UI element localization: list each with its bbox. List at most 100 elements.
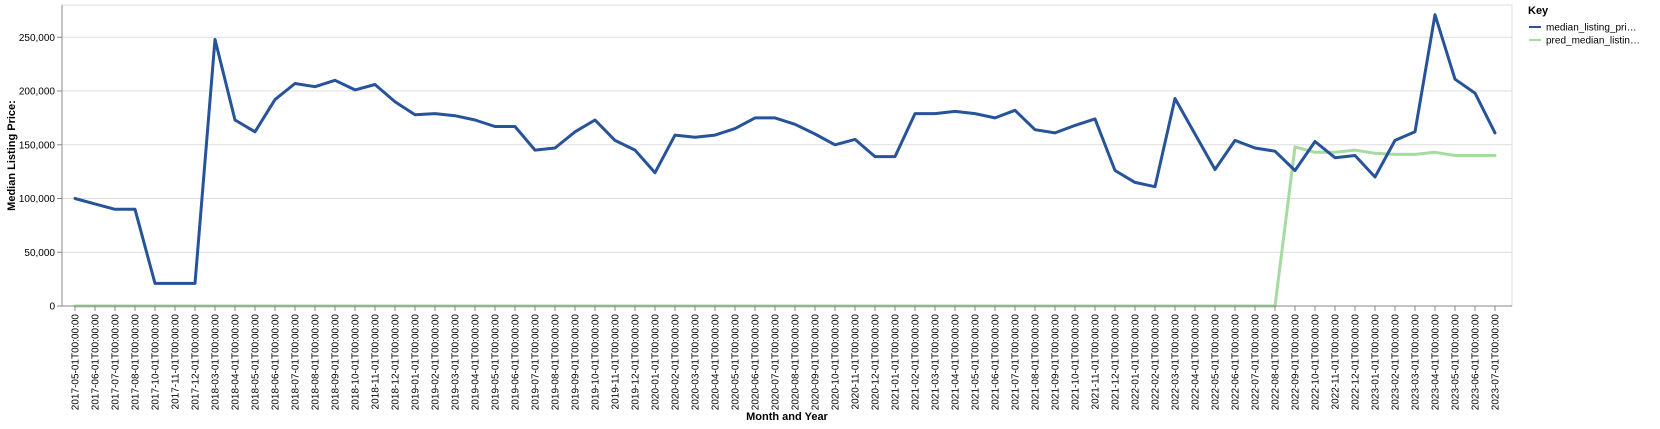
- x-tick-label: 2022-01-01T00:00:00: [1131, 314, 1142, 411]
- data-point: [454, 114, 457, 117]
- x-tick-label: 2017-06-01T00:00:00: [91, 314, 102, 411]
- data-point: [854, 138, 857, 141]
- x-tick-label: 2018-09-01T00:00:00: [331, 314, 342, 411]
- data-point: [1394, 139, 1397, 142]
- data-point: [254, 130, 257, 133]
- data-point: [1314, 151, 1317, 154]
- data-point: [474, 119, 477, 122]
- data-point: [1054, 131, 1057, 134]
- data-point: [134, 208, 137, 211]
- data-point: [1474, 154, 1477, 157]
- data-point: [1254, 146, 1257, 149]
- x-tick-label: 2020-01-01T00:00:00: [651, 314, 662, 411]
- data-point: [614, 139, 617, 142]
- data-point: [314, 85, 317, 88]
- x-tick-label: 2019-07-01T00:00:00: [531, 314, 542, 411]
- x-tick-label: 2022-04-01T00:00:00: [1191, 314, 1202, 411]
- y-tick-label: 0: [49, 302, 55, 313]
- data-point: [234, 119, 237, 122]
- x-axis-title: Month and Year: [746, 411, 828, 423]
- data-point: [334, 79, 337, 82]
- x-tick-label: 2020-02-01T00:00:00: [671, 314, 682, 411]
- x-tick-label: 2018-03-01T00:00:00: [211, 314, 222, 411]
- y-tick-label: 150,000: [19, 140, 56, 151]
- data-point: [514, 125, 517, 128]
- y-axis-ticks: 0 50,000 100,000 150,000 200,000 250,000: [19, 33, 62, 313]
- y-tick-label: 200,000: [19, 87, 56, 98]
- data-point: [74, 197, 77, 200]
- data-point: [1214, 168, 1217, 171]
- x-tick-label: 2019-02-01T00:00:00: [431, 314, 442, 411]
- x-tick-label: 2017-10-01T00:00:00: [151, 314, 162, 411]
- x-tick-label: 2020-08-01T00:00:00: [791, 314, 802, 411]
- y-axis-title: Median Listing Price:: [6, 100, 18, 211]
- x-tick-label: 2018-04-01T00:00:00: [231, 314, 242, 411]
- data-point: [654, 171, 657, 174]
- x-tick-label: 2018-12-01T00:00:00: [391, 314, 402, 411]
- x-tick-label: 2023-03-01T00:00:00: [1411, 314, 1422, 411]
- x-tick-label: 2020-05-01T00:00:00: [731, 314, 742, 411]
- data-point: [814, 133, 817, 136]
- x-tick-label: 2022-03-01T00:00:00: [1171, 314, 1182, 411]
- data-point: [1334, 151, 1337, 154]
- legend-label: median_listing_pri…: [1546, 23, 1637, 34]
- x-tick-label: 2018-10-01T00:00:00: [351, 314, 362, 411]
- x-tick-label: 2020-03-01T00:00:00: [691, 314, 702, 411]
- x-tick-label: 2021-05-01T00:00:00: [971, 314, 982, 411]
- x-tick-label: 2021-03-01T00:00:00: [931, 314, 942, 411]
- data-point: [1434, 151, 1437, 154]
- x-tick-label: 2023-01-01T00:00:00: [1371, 314, 1382, 411]
- x-tick-label: 2021-12-01T00:00:00: [1111, 314, 1122, 411]
- data-point: [994, 116, 997, 119]
- data-point: [694, 136, 697, 139]
- axes: [61, 5, 1512, 307]
- data-point: [1454, 78, 1457, 81]
- x-tick-label: 2019-08-01T00:00:00: [551, 314, 562, 411]
- x-tick-label: 2019-04-01T00:00:00: [471, 314, 482, 411]
- y-tick-label: 100,000: [19, 194, 56, 205]
- data-point: [1454, 154, 1457, 157]
- x-tick-label: 2021-07-01T00:00:00: [1011, 314, 1022, 411]
- data-point: [1414, 130, 1417, 133]
- x-tick-label: 2021-02-01T00:00:00: [911, 314, 922, 411]
- data-point: [874, 155, 877, 158]
- x-tick-label: 2019-12-01T00:00:00: [631, 314, 642, 411]
- data-point: [1334, 156, 1337, 159]
- x-tick-label: 2019-03-01T00:00:00: [451, 314, 462, 411]
- data-point: [754, 116, 757, 119]
- x-tick-label: 2022-02-01T00:00:00: [1151, 314, 1162, 411]
- data-point: [554, 146, 557, 149]
- x-tick-label: 2023-04-01T00:00:00: [1431, 314, 1442, 411]
- data-point: [794, 123, 797, 126]
- data-point: [714, 134, 717, 137]
- x-tick-label: 2022-05-01T00:00:00: [1211, 314, 1222, 411]
- data-point: [354, 88, 357, 91]
- data-point: [394, 100, 397, 103]
- x-tick-label: 2019-11-01T00:00:00: [611, 314, 622, 410]
- data-point: [734, 127, 737, 130]
- data-point: [194, 282, 197, 285]
- data-point: [954, 110, 957, 113]
- data-point: [1494, 154, 1497, 157]
- x-tick-label: 2023-07-01T00:00:00: [1491, 314, 1502, 411]
- x-tick-label: 2017-11-01T00:00:00: [171, 314, 182, 410]
- x-tick-label: 2017-05-01T00:00:00: [71, 314, 82, 411]
- x-tick-label: 2018-11-01T00:00:00: [371, 314, 382, 410]
- data-point: [1074, 124, 1077, 127]
- x-tick-label: 2017-08-01T00:00:00: [131, 314, 142, 411]
- series-lines: [73, 13, 1497, 308]
- x-tick-label: 2021-10-01T00:00:00: [1071, 314, 1082, 411]
- x-tick-label: 2022-09-01T00:00:00: [1291, 314, 1302, 411]
- x-tick-label: 2022-10-01T00:00:00: [1311, 314, 1322, 411]
- x-tick-label: 2021-08-01T00:00:00: [1031, 314, 1042, 411]
- series-line: [73, 13, 1497, 285]
- x-tick-label: 2017-07-01T00:00:00: [111, 314, 122, 411]
- data-point: [1174, 97, 1177, 100]
- data-point: [1374, 152, 1377, 155]
- legend: Key median_listing_pri… pred_median_listi…: [1528, 5, 1640, 47]
- x-tick-label: 2020-04-01T00:00:00: [711, 314, 722, 411]
- x-tick-label: 2021-01-01T00:00:00: [891, 314, 902, 411]
- data-point: [1114, 169, 1117, 172]
- data-point: [1234, 139, 1237, 142]
- data-point: [414, 113, 417, 116]
